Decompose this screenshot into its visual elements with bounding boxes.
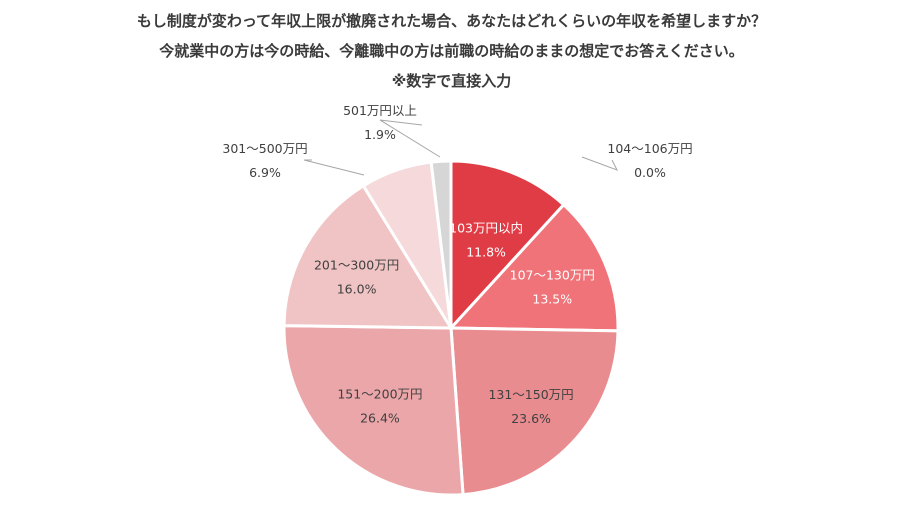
title-line-2: 今就業中の方は今の時給、今離職中の方は前職の時給のままの想定でお答えください。 [159,42,744,60]
pie-slice-5 [282,184,453,330]
title-line-3: ※数字で直接入力 [391,72,512,90]
leader-line-slice-1 [581,156,619,171]
data-label-category-slice-0: 103万円以内 [449,221,523,236]
data-label-category-slice-2: 107～130万円 [510,267,595,282]
pie-slice-0 [449,159,566,330]
data-label-value-slice-7: 1.9% [364,127,396,142]
data-label-category-slice-6: 301～500万円 [222,141,307,156]
leader-line-slice-6 [303,159,365,176]
pie-slice-4 [282,324,465,497]
data-label-category-slice-1: 104～106万円 [607,141,692,156]
pie-slice-2 [449,203,620,333]
data-label-value-slice-0: 11.8% [466,245,506,260]
data-label-value-slice-3: 23.6% [511,411,551,426]
title-line-1: もし制度が変わって年収上限が撤廃された場合、あなたはどれくらいの年収を希望します… [136,12,767,30]
data-label-value-slice-1: 0.0% [634,165,666,180]
data-label-category-slice-5: 201～300万円 [314,257,399,272]
data-label-category-slice-4: 151～200万円 [337,386,422,401]
data-label-category-slice-7: 501万円以上 [343,103,417,118]
data-label-value-slice-6: 6.9% [249,165,281,180]
data-label-value-slice-5: 16.0% [337,281,377,296]
leader-line-slice-7 [379,119,441,158]
data-label-value-slice-4: 26.4% [360,410,400,425]
data-label-category-slice-3: 131～150万円 [488,387,573,402]
chart-title: もし制度が変わって年収上限が撤廃された場合、あなたはどれくらいの年収を希望します… [0,6,903,96]
data-label-value-slice-2: 13.5% [532,291,572,306]
pie-slice-3 [449,326,620,497]
pie-slice-7 [429,159,453,330]
